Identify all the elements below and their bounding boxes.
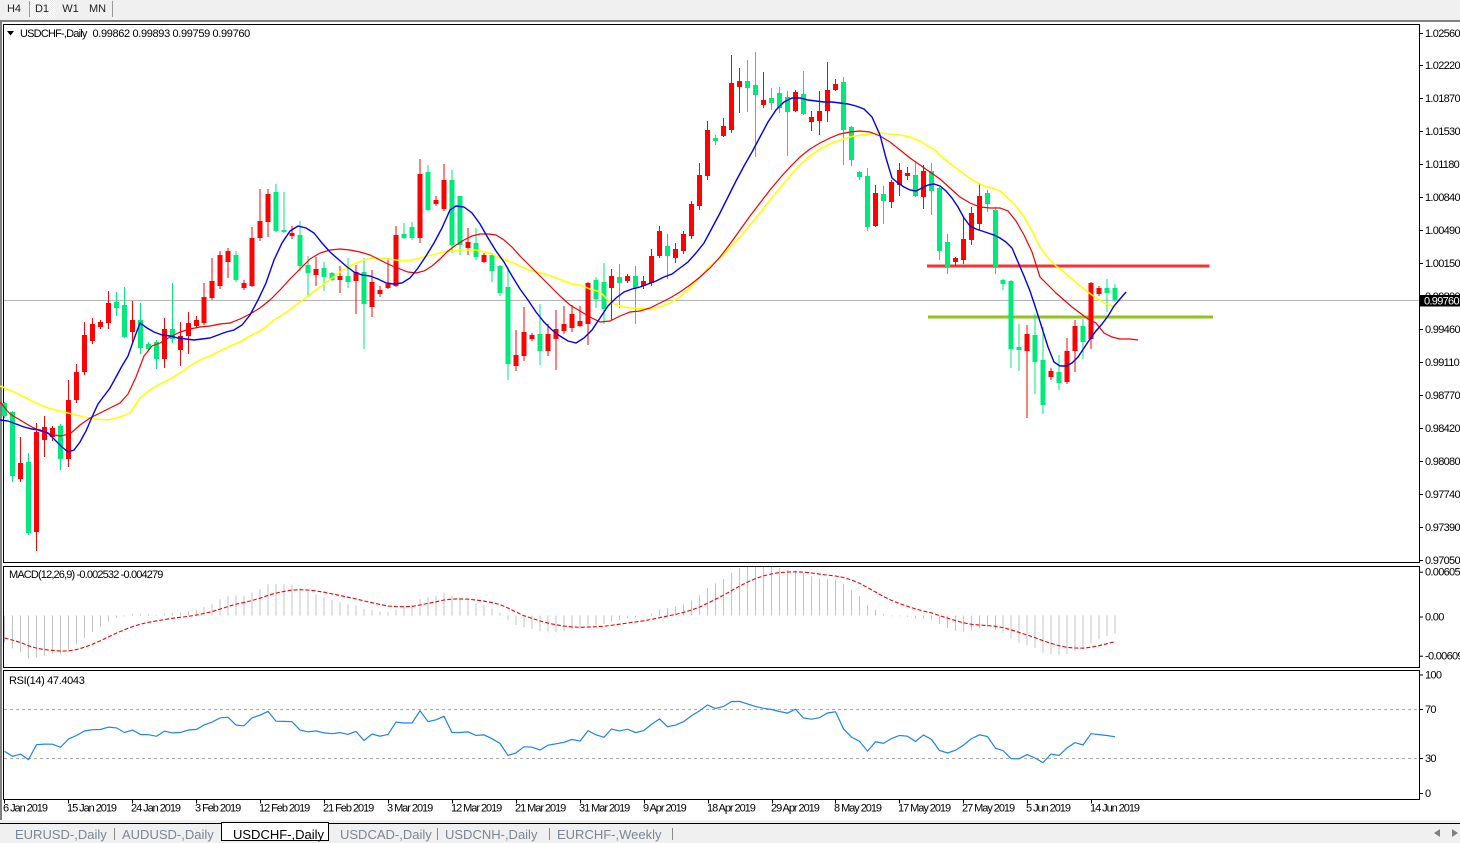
svg-text:5 Jun 2019: 5 Jun 2019 [1026, 803, 1071, 815]
svg-text:27 May 2019: 27 May 2019 [962, 803, 1015, 815]
svg-text:15 Jan 2019: 15 Jan 2019 [67, 803, 117, 815]
svg-text:0.97390: 0.97390 [1425, 522, 1460, 534]
svg-text:0.99862 0.99893 0.99759 0.9976: 0.99862 0.99893 0.99759 0.99760 [93, 28, 251, 40]
svg-text:17 May 2019: 17 May 2019 [898, 803, 951, 815]
svg-text:0.99110: 0.99110 [1425, 357, 1460, 369]
svg-text:31 Mar 2019: 31 Mar 2019 [579, 803, 630, 815]
svg-text:30: 30 [1425, 753, 1436, 765]
svg-text:70: 70 [1425, 704, 1436, 716]
svg-text:21 Mar 2019: 21 Mar 2019 [515, 803, 566, 815]
svg-text:14 Jun 2019: 14 Jun 2019 [1090, 803, 1140, 815]
svg-text:0.98770: 0.98770 [1425, 390, 1460, 402]
svg-text:USDCHF-,Daily: USDCHF-,Daily [20, 28, 88, 40]
svg-text:0.99760: 0.99760 [1424, 296, 1459, 308]
svg-text:0.00: 0.00 [1425, 612, 1444, 624]
svg-text:1.02560: 1.02560 [1425, 28, 1460, 40]
svg-text:0: 0 [1425, 788, 1431, 800]
svg-text:100: 100 [1425, 670, 1442, 682]
svg-text:1.00840: 1.00840 [1425, 192, 1460, 204]
svg-text:29 Apr 2019: 29 Apr 2019 [771, 803, 820, 815]
svg-text:1.00150: 1.00150 [1425, 258, 1460, 270]
svg-text:0.98420: 0.98420 [1425, 423, 1460, 435]
svg-text:6 Jan 2019: 6 Jan 2019 [3, 803, 48, 815]
svg-text:1.00490: 1.00490 [1425, 225, 1460, 237]
svg-text:21 Feb 2019: 21 Feb 2019 [323, 803, 374, 815]
svg-text:0.97050: 0.97050 [1425, 555, 1460, 567]
svg-text:1.01180: 1.01180 [1425, 159, 1460, 171]
svg-text:12 Feb 2019: 12 Feb 2019 [259, 803, 310, 815]
svg-text:1.01530: 1.01530 [1425, 126, 1460, 138]
svg-text:18 Apr 2019: 18 Apr 2019 [707, 803, 756, 815]
svg-text:24 Jan 2019: 24 Jan 2019 [131, 803, 181, 815]
svg-text:0.98080: 0.98080 [1425, 456, 1460, 468]
svg-text:8 May 2019: 8 May 2019 [834, 803, 882, 815]
svg-text:1.02220: 1.02220 [1425, 60, 1460, 72]
svg-text:9 Apr 2019: 9 Apr 2019 [643, 803, 687, 815]
svg-text:-0.006090: -0.006090 [1425, 651, 1460, 663]
svg-text:1.01870: 1.01870 [1425, 93, 1460, 105]
svg-text:3 Mar 2019: 3 Mar 2019 [387, 803, 433, 815]
svg-text:RSI(14) 47.4043: RSI(14) 47.4043 [9, 675, 85, 687]
svg-text:12 Mar 2019: 12 Mar 2019 [451, 803, 502, 815]
svg-text:MACD(12,26,9) -0.002532 -0.004: MACD(12,26,9) -0.002532 -0.004279 [9, 569, 163, 581]
svg-text:0.97740: 0.97740 [1425, 489, 1460, 501]
svg-text:0.99460: 0.99460 [1425, 324, 1460, 336]
svg-text:0.006058: 0.006058 [1425, 567, 1460, 579]
svg-text:3 Feb 2019: 3 Feb 2019 [195, 803, 241, 815]
